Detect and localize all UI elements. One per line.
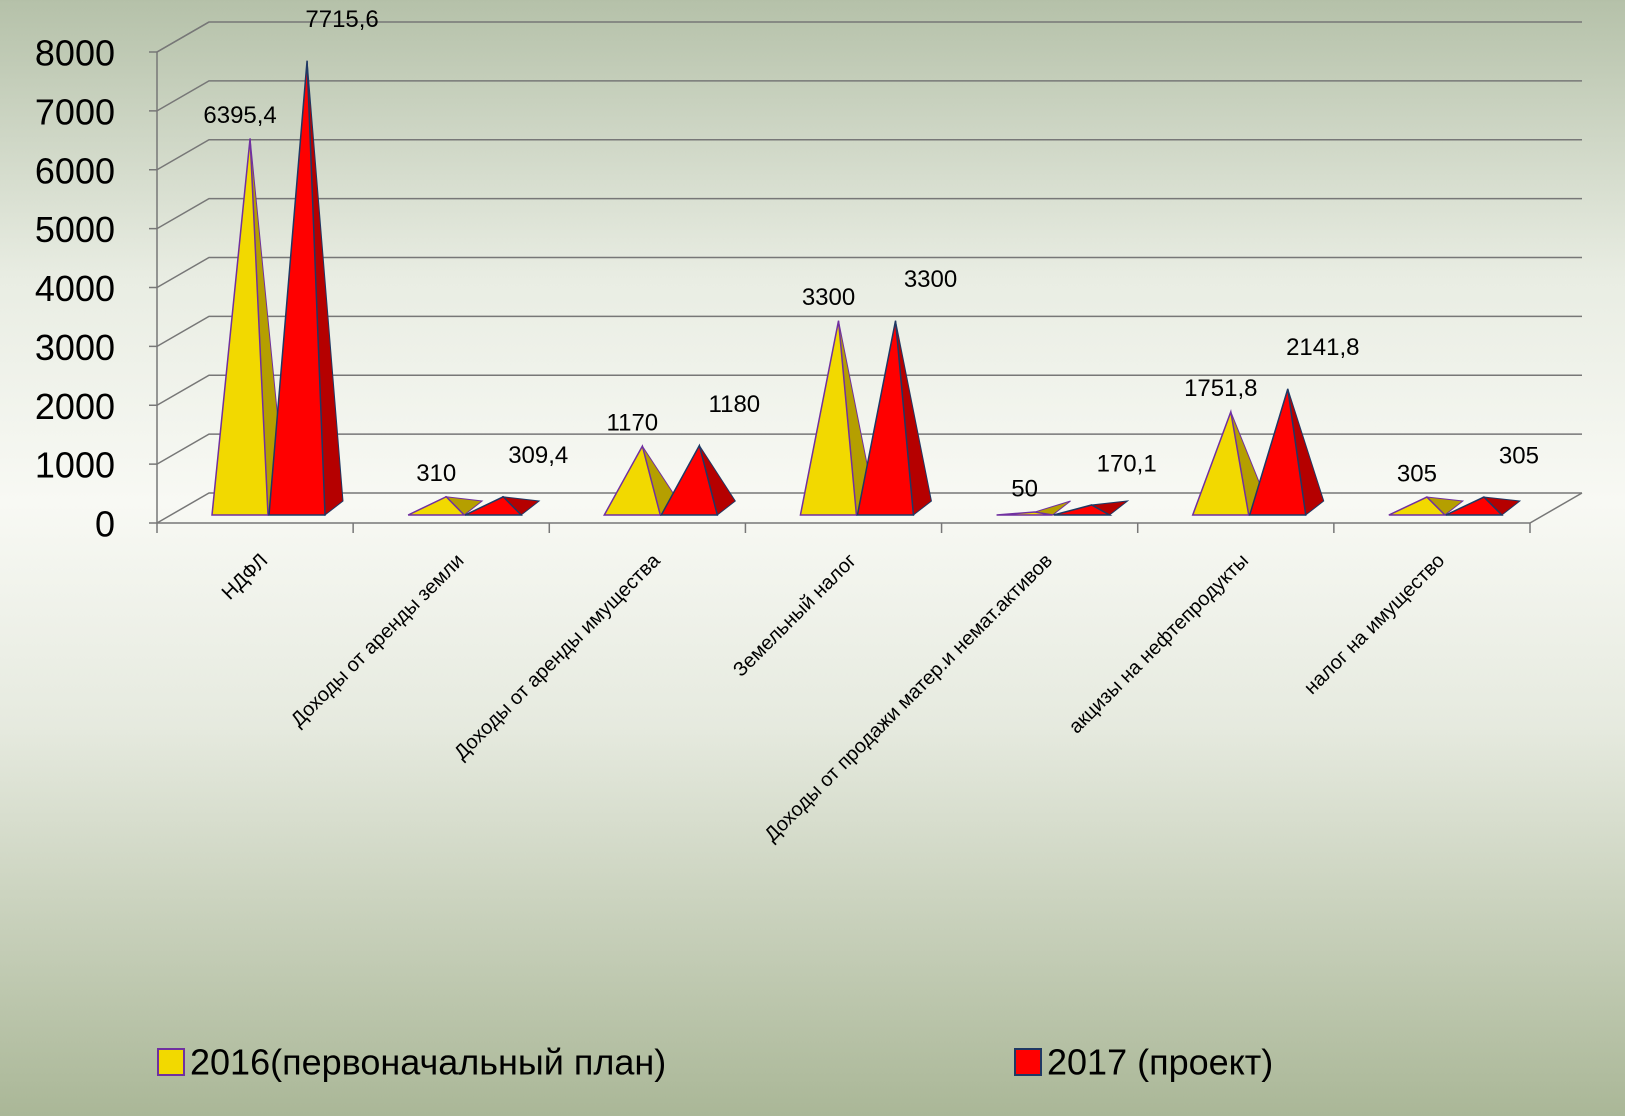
pyramid [799,320,858,516]
value-label: 310 [416,460,456,487]
value-label: 50 [1011,475,1038,502]
pyramid [1053,504,1113,516]
pyramid [407,495,466,516]
x-tick-label: акцизы на нефтепродукты [1065,550,1253,738]
pyramid [211,138,269,516]
grid-line [156,21,1582,53]
pyramid [856,320,915,516]
x-tick-label: Доходы от аренды земли [287,550,469,732]
legend-swatch [157,1048,185,1076]
pyramid [1191,408,1250,516]
value-label: 309,4 [508,442,568,469]
value-label: 305 [1499,442,1539,469]
pyramid [996,511,1053,516]
grid-line [156,80,1582,112]
pyramid [1445,496,1504,516]
value-label: 6395,4 [203,102,276,129]
grid-line [156,197,1582,230]
pyramid [603,444,662,516]
y-tick-label: 6000 [35,150,115,191]
y-tick-label: 4000 [35,268,115,309]
y-tick-label: 7000 [35,91,115,132]
pyramid [660,443,719,516]
x-tick-label: налог на имущество [1300,550,1449,699]
pyramid [268,60,326,516]
y-tick-label: 3000 [35,327,115,368]
value-label: 1170 [607,409,659,436]
pyramid [464,495,523,516]
grid-line [156,374,1582,406]
value-label: 3300 [904,266,957,293]
value-label: 7715,6 [305,6,378,33]
y-tick-label: 1000 [35,445,115,486]
value-label: 305 [1397,460,1437,487]
legend-swatch [1014,1048,1042,1076]
grid-line [156,256,1582,289]
legend-label: 2016(первоначальный план) [190,1042,666,1083]
y-tick-label: 0 [95,504,115,545]
value-label: 1180 [709,391,761,418]
pyramid [1388,496,1447,516]
x-tick-label: Доходы от аренды имущества [450,549,665,764]
y-tick-label: 8000 [35,33,115,74]
legend-label: 2017 (проект) [1047,1042,1273,1083]
grid-line [156,492,1582,524]
value-label: 3300 [802,284,855,311]
y-tick-label: 2000 [35,386,115,427]
value-label: 170,1 [1097,450,1157,477]
value-label: 1751,8 [1184,375,1257,402]
grid-line [156,315,1582,348]
grid-line [156,139,1582,171]
x-tick-label: НДФЛ [218,550,273,605]
pyramid [1248,388,1307,516]
grid-line [156,433,1582,465]
y-tick-label: 5000 [35,209,115,250]
x-tick-label: Земельный налог [729,550,861,682]
value-label: 2141,8 [1286,334,1359,361]
